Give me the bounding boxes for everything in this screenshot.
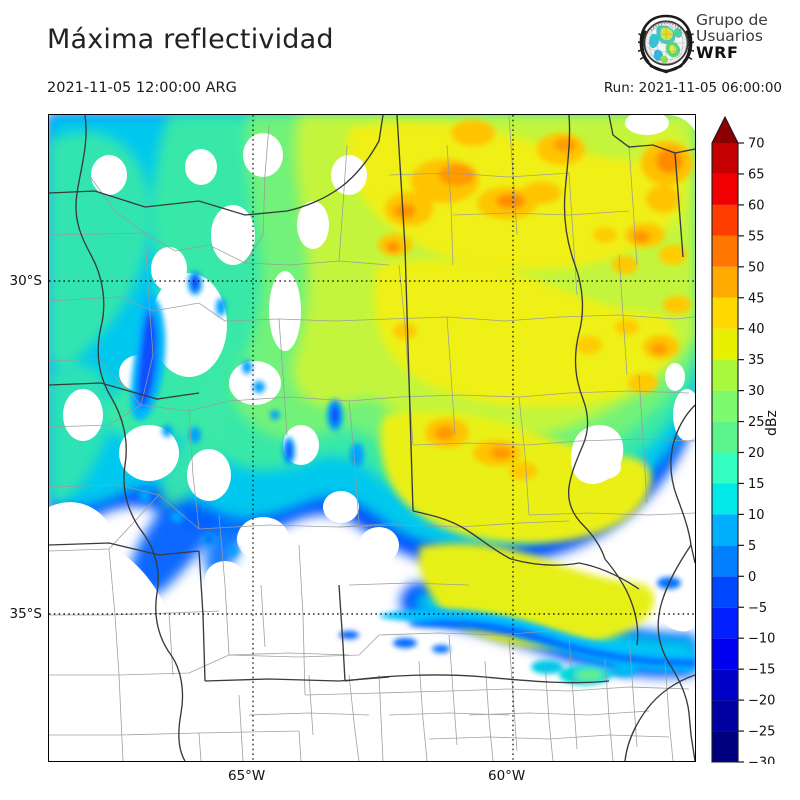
colorbar-band xyxy=(712,576,738,608)
colorbar-band xyxy=(712,266,738,298)
colorbar-band xyxy=(712,204,738,236)
colorbar-band xyxy=(712,700,738,732)
globe-emblem-icon xyxy=(637,12,695,74)
reflectivity-field xyxy=(49,115,695,761)
basemap-boundaries xyxy=(49,115,695,761)
map-plot-area xyxy=(48,114,696,762)
colorbar-tick-label: 35 xyxy=(748,353,765,368)
wrf-user-group-logo: Grupo de Usuarios WRF xyxy=(637,11,793,74)
colorbar-band xyxy=(712,638,738,670)
colorbar-band xyxy=(712,514,738,546)
ytick-label-35S: 35°S xyxy=(9,606,43,622)
colorbar-tick-label: 60 xyxy=(748,198,765,213)
colorbar-band xyxy=(712,143,738,174)
colorbar-band xyxy=(712,235,738,267)
colorbar-band xyxy=(712,297,738,329)
logo-line-3: WRF xyxy=(696,42,739,62)
run-time-label: Run: 2021-11-05 06:00:00 xyxy=(603,80,782,96)
colorbar-tick-label: −15 xyxy=(748,663,775,678)
xtick-label-60W: 60°W xyxy=(488,768,526,784)
colorbar-tick-label: −25 xyxy=(748,725,775,740)
colorbar-band xyxy=(712,731,738,762)
colorbar-band xyxy=(712,173,738,205)
graticule xyxy=(49,115,695,761)
colorbar: −30 −25 −20 −15 −10 −5 0 5 10 15 20 25 30 35 40 45 50 55 6… xyxy=(710,114,794,764)
logo-line-1: Grupo de xyxy=(696,11,768,29)
colorbar-tick-label: 30 xyxy=(748,384,765,399)
logo-line-2: Usuarios xyxy=(696,26,763,45)
page-title: Máxima reflectividad xyxy=(47,24,334,55)
xtick-label-65W: 65°W xyxy=(228,768,266,784)
colorbar-extend-arrow xyxy=(712,117,738,143)
colorbar-band xyxy=(712,483,738,515)
colorbar-tick-label: 20 xyxy=(748,446,765,461)
colorbar-band xyxy=(712,421,738,453)
colorbar-tick-label: 5 xyxy=(748,539,756,554)
colorbar-tick-label: −30 xyxy=(748,756,775,765)
colorbar-band xyxy=(712,390,738,422)
colorbar-band xyxy=(712,669,738,701)
colorbar-tick-label: 50 xyxy=(748,260,765,275)
colorbar-outline xyxy=(711,115,739,763)
colorbar-tick-label: 65 xyxy=(748,167,765,182)
colorbar-tick-label: −5 xyxy=(748,601,767,616)
colorbar-band xyxy=(712,328,738,360)
colorbar-tick-label: 0 xyxy=(748,570,756,585)
colorbar-band xyxy=(712,545,738,577)
logo-text: Grupo de Usuarios WRF xyxy=(696,11,792,62)
ytick-label-30S: 30°S xyxy=(9,273,43,289)
colorbar-tick-label: 15 xyxy=(748,477,765,492)
colorbar-tick-label: 10 xyxy=(748,508,765,523)
colorbar-band xyxy=(712,607,738,639)
colorbar-tick-label: 45 xyxy=(748,291,765,306)
colorbar-tick-label: −10 xyxy=(748,632,775,647)
colorbar-tick-label: 55 xyxy=(748,229,765,244)
colorbar-unit-label: dBz xyxy=(764,410,780,436)
colorbar-tick-label: 40 xyxy=(748,322,765,337)
colorbar-band xyxy=(712,359,738,391)
colorbar-tick-label: −20 xyxy=(748,694,775,709)
colorbar-band xyxy=(712,452,738,484)
valid-time-label: 2021-11-05 12:00:00 ARG xyxy=(47,80,237,96)
colorbar-tick-label: 70 xyxy=(748,137,765,152)
colorbar-tick-label: 25 xyxy=(748,415,765,430)
